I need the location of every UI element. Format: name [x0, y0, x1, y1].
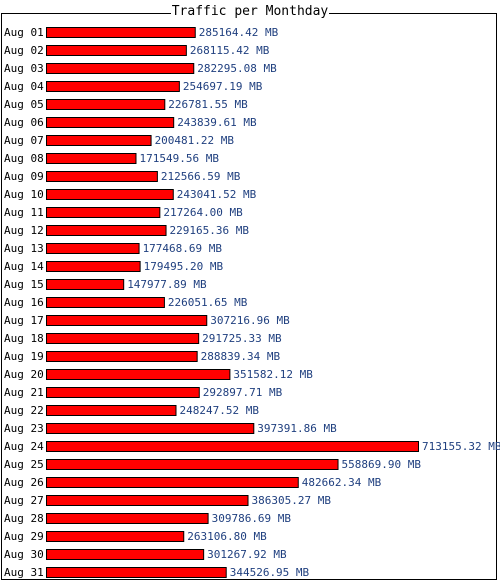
category-label: Aug 03 [4, 62, 44, 75]
value-label: 179495.20 MB [144, 260, 224, 273]
value-label: 263106.80 MB [187, 530, 267, 543]
value-label: 147977.89 MB [127, 278, 207, 291]
category-label: Aug 11 [4, 206, 44, 219]
value-label: 254697.19 MB [183, 80, 263, 93]
category-label: Aug 29 [4, 530, 44, 543]
value-label: 292897.71 MB [203, 386, 283, 399]
bar [46, 369, 231, 380]
value-label: 285164.42 MB [199, 26, 279, 39]
category-label: Aug 15 [4, 278, 44, 291]
category-label: Aug 07 [4, 134, 44, 147]
bar [46, 117, 175, 128]
category-label: Aug 01 [4, 26, 44, 39]
bar [46, 99, 166, 110]
category-label: Aug 30 [4, 548, 44, 561]
bar [46, 549, 205, 560]
bar [46, 189, 174, 200]
bar [46, 153, 137, 164]
bar [46, 495, 249, 506]
category-label: Aug 21 [4, 386, 44, 399]
value-label: 288839.34 MB [201, 350, 281, 363]
value-label: 307216.96 MB [210, 314, 290, 327]
category-label: Aug 17 [4, 314, 44, 327]
category-label: Aug 28 [4, 512, 44, 525]
bar [46, 477, 299, 488]
category-label: Aug 20 [4, 368, 44, 381]
value-label: 248247.52 MB [179, 404, 259, 417]
category-label: Aug 14 [4, 260, 44, 273]
value-label: 291725.33 MB [202, 332, 282, 345]
category-label: Aug 23 [4, 422, 44, 435]
category-label: Aug 22 [4, 404, 44, 417]
category-label: Aug 12 [4, 224, 44, 237]
bar [46, 567, 227, 578]
bar [46, 441, 419, 452]
bar [46, 207, 161, 218]
value-label: 713155.32 MB [422, 440, 500, 453]
category-label: Aug 08 [4, 152, 44, 165]
value-label: 217264.00 MB [163, 206, 243, 219]
category-label: Aug 24 [4, 440, 44, 453]
value-label: 282295.08 MB [197, 62, 277, 75]
category-label: Aug 06 [4, 116, 44, 129]
category-label: Aug 05 [4, 98, 44, 111]
bar [46, 63, 195, 74]
value-label: 229165.36 MB [170, 224, 250, 237]
bar [46, 513, 209, 524]
value-label: 177468.69 MB [143, 242, 223, 255]
bar [46, 45, 187, 56]
bar [46, 81, 180, 92]
bar [46, 459, 339, 470]
value-label: 344526.95 MB [230, 566, 310, 579]
category-label: Aug 13 [4, 242, 44, 255]
category-label: Aug 18 [4, 332, 44, 345]
category-label: Aug 02 [4, 44, 44, 57]
category-label: Aug 26 [4, 476, 44, 489]
value-label: 386305.27 MB [252, 494, 332, 507]
bar [46, 351, 198, 362]
bar [46, 531, 185, 542]
bar [46, 405, 177, 416]
bar [46, 135, 152, 146]
bar [46, 315, 208, 326]
bar [46, 171, 158, 182]
value-label: 212566.59 MB [161, 170, 241, 183]
bar [46, 243, 140, 254]
category-label: Aug 10 [4, 188, 44, 201]
value-label: 482662.34 MB [302, 476, 382, 489]
category-label: Aug 31 [4, 566, 44, 579]
category-label: Aug 04 [4, 80, 44, 93]
category-label: Aug 27 [4, 494, 44, 507]
bar [46, 27, 196, 38]
value-label: 243041.52 MB [177, 188, 257, 201]
category-label: Aug 25 [4, 458, 44, 471]
value-label: 558869.90 MB [342, 458, 422, 471]
value-label: 226781.55 MB [168, 98, 248, 111]
category-label: Aug 19 [4, 350, 44, 363]
category-label: Aug 09 [4, 170, 44, 183]
category-label: Aug 16 [4, 296, 44, 309]
value-label: 351582.12 MB [233, 368, 313, 381]
value-label: 171549.56 MB [139, 152, 219, 165]
value-label: 243839.61 MB [177, 116, 257, 129]
value-label: 301267.92 MB [207, 548, 287, 561]
bar [46, 423, 255, 434]
value-label: 309786.69 MB [212, 512, 292, 525]
value-label: 268115.42 MB [190, 44, 270, 57]
bar [46, 279, 125, 290]
value-label: 226051.65 MB [168, 296, 248, 309]
value-label: 200481.22 MB [155, 134, 235, 147]
bar [46, 333, 200, 344]
bar [46, 387, 200, 398]
bar [46, 261, 141, 272]
bar [46, 297, 165, 308]
value-label: 397391.86 MB [257, 422, 337, 435]
bar [46, 225, 167, 236]
